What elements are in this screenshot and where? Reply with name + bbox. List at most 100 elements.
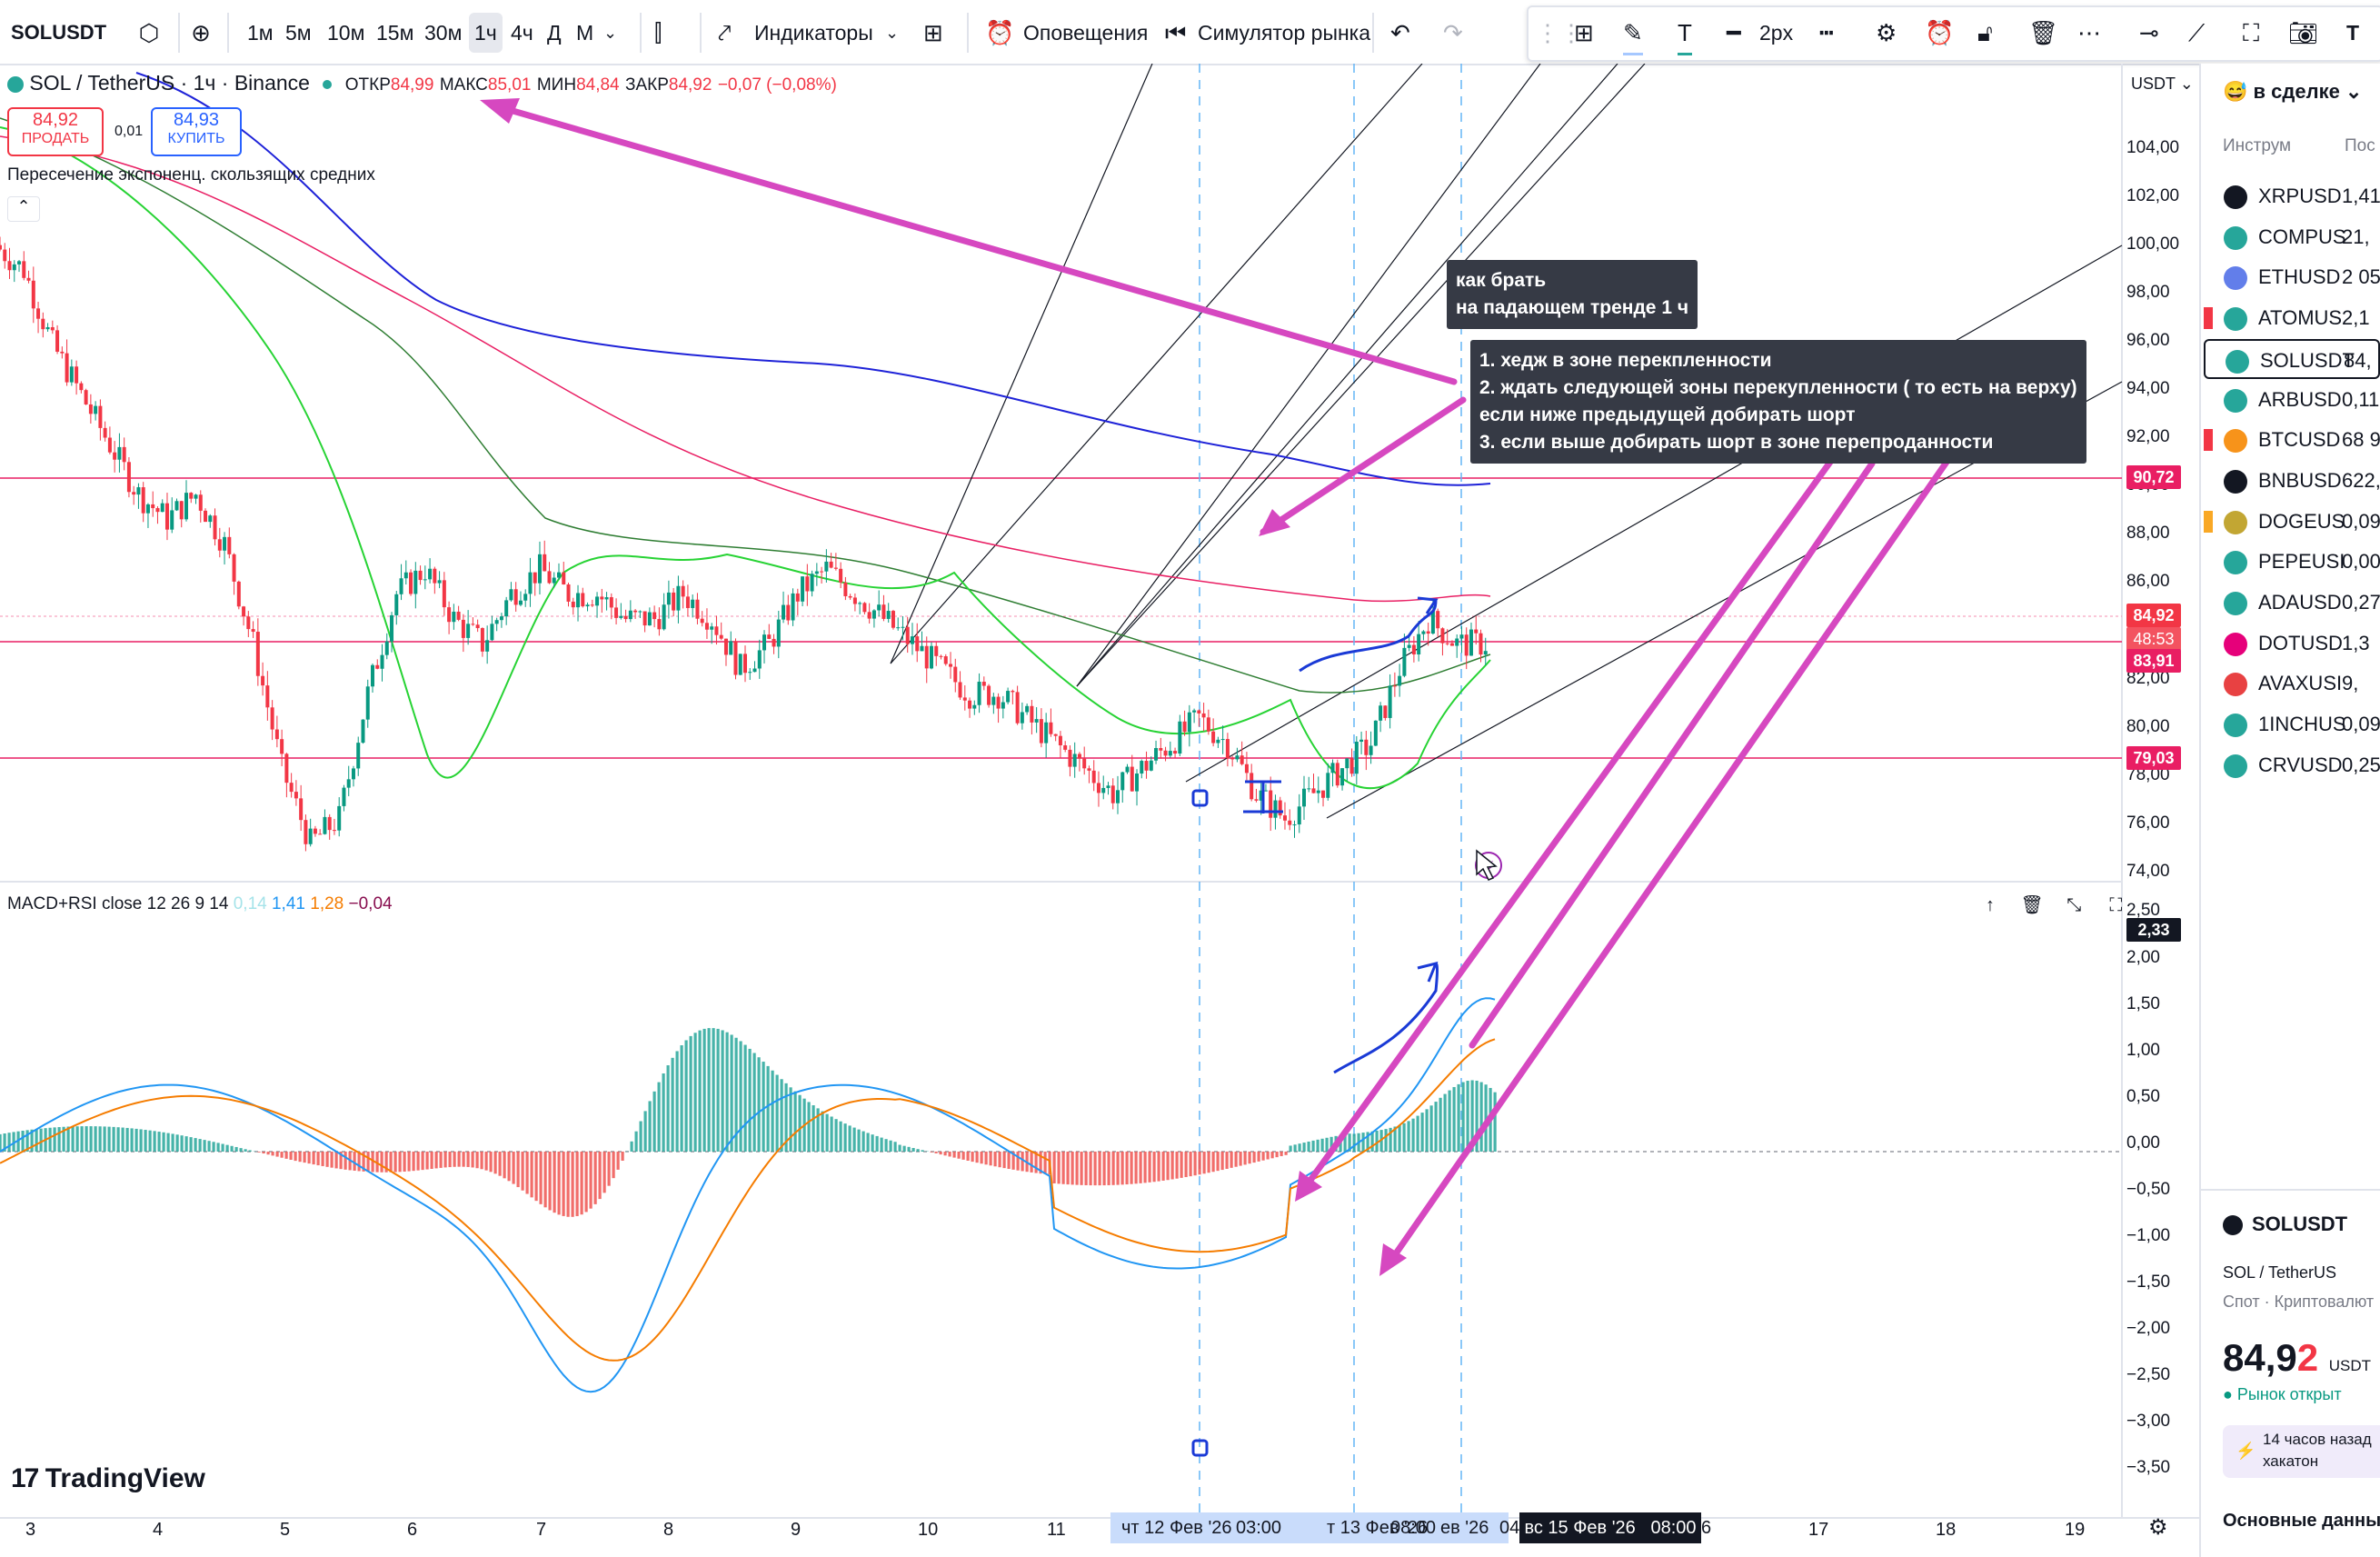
alert-clock-icon[interactable]: ⏰	[985, 19, 1015, 46]
time-tick: 11	[1047, 1520, 1066, 1540]
replay-icon[interactable]: ⏮	[1165, 19, 1187, 46]
details-status: ● Рынок открыт	[2223, 1385, 2342, 1403]
candles-icon[interactable]: ⫿	[654, 19, 662, 46]
indicator-legend[interactable]: Пересечение экспоненц. скользящих средни…	[7, 165, 375, 185]
candle-body	[623, 615, 628, 620]
alerts-button[interactable]: Оповещения	[1023, 21, 1149, 45]
ohlc-open-value: 84,99	[390, 75, 434, 95]
collapse-pane-icon[interactable]: ⤡	[2066, 895, 2082, 915]
indicators-icon[interactable]: ⤤	[718, 19, 732, 46]
interval-4h[interactable]: 4ч	[511, 21, 533, 45]
watchlist-row[interactable]: XRPUSD 1,41	[2204, 176, 2380, 216]
watchlist-row[interactable]: CRVUSD 0,25	[2204, 745, 2380, 785]
details-section-title[interactable]: Основные данные	[2223, 1511, 2380, 1531]
alarm-icon[interactable]: ⏰	[1925, 19, 1955, 46]
macd-bar	[466, 1152, 470, 1167]
line-style-icon[interactable]: ━	[1727, 19, 1741, 46]
details-symbol[interactable]: SOLUSDT	[2223, 1213, 2347, 1236]
lock-icon[interactable]: 🔓︎	[1977, 19, 1993, 46]
interval-10m[interactable]: 10м	[327, 21, 365, 45]
chevron-down-icon[interactable]: ⌄	[603, 24, 618, 42]
chart-canvas[interactable]: ⚡	[0, 64, 2199, 1557]
flag-icon[interactable]	[2204, 307, 2213, 330]
watchlist-row[interactable]: ARBUSD 0,11	[2204, 380, 2380, 420]
macd-bar	[521, 1152, 524, 1191]
macd-legend[interactable]: MACD+RSI close 12 26 9 14 0,14 1,41 1,28…	[7, 894, 393, 914]
drag-handle-icon[interactable]: ⋮⋮	[1536, 19, 1583, 46]
more-icon[interactable]: ⋯	[2077, 19, 2101, 46]
ema-50-line[interactable]	[0, 117, 1491, 694]
ema-20-line[interactable]	[0, 126, 1491, 790]
candles[interactable]	[0, 236, 1488, 852]
trendline-icon[interactable]: ⟋	[2188, 19, 2206, 46]
sell-button[interactable]: 84,92 ПРОДАТЬ	[7, 107, 104, 156]
candle-body	[833, 567, 838, 569]
interval-1h[interactable]: 1ч	[469, 13, 503, 53]
watchlist-row[interactable]: ADAUSD 0,27	[2204, 583, 2380, 623]
delete-pane-icon[interactable]: 🗑︎	[2020, 895, 2044, 915]
time-tick: 10	[918, 1520, 939, 1540]
camera-icon[interactable]: 📷︎	[2288, 19, 2319, 46]
legend-title[interactable]: SOL / TetherUS · 1ч · Binance	[29, 71, 310, 95]
ema-200-line[interactable]	[0, 135, 1491, 603]
interval-m[interactable]: М	[576, 21, 594, 45]
maximize-pane-icon[interactable]: ⛶	[2109, 895, 2123, 915]
more-tab[interactable]: Т	[2346, 21, 2360, 45]
move-up-icon[interactable]: ↑	[1986, 895, 1995, 915]
watchlist-column-position[interactable]: Пос	[2345, 136, 2375, 155]
collapse-legend-button[interactable]: ⌃	[7, 196, 40, 222]
interval-1m[interactable]: 1м	[247, 21, 274, 45]
fan-lines[interactable]	[890, 64, 2123, 819]
trash-icon[interactable]: 🗑︎	[2028, 19, 2059, 46]
add-symbol-icon[interactable]: ⊕	[191, 19, 211, 46]
annotation-rules[interactable]: 1. хедж в зоне перекпленности 2. ждать с…	[1470, 340, 2086, 464]
settings-icon[interactable]: ⚙	[2148, 1515, 2168, 1540]
redo-icon[interactable]: ↷	[1443, 19, 1463, 46]
details-news-card[interactable]: ⚡ 14 часов назад хакатон	[2223, 1425, 2380, 1478]
line-width-button[interactable]: 2px	[1759, 21, 1794, 45]
settings-icon[interactable]: ⚙	[1876, 19, 1897, 46]
candle-body	[1187, 712, 1191, 733]
watchlist-row[interactable]: DOTUSD 1,3	[2204, 624, 2380, 664]
currency-selector[interactable]: USDT ⌄	[2131, 75, 2194, 93]
interval-15m[interactable]: 15м	[376, 21, 414, 45]
interval-5m[interactable]: 5м	[285, 21, 312, 45]
dashed-line-icon[interactable]: ┅	[1819, 19, 1834, 46]
indicators-button[interactable]: Индикаторы	[754, 21, 873, 45]
watchlist-symbol: DOGEUS	[2258, 509, 2345, 533]
flag-icon[interactable]	[2204, 429, 2213, 452]
chevron-down-icon[interactable]: ⌄	[885, 24, 900, 42]
diamond-icon[interactable]: ⬡	[138, 19, 160, 46]
watchlist-row[interactable]: SOLUSDT 84,	[2204, 338, 2380, 379]
macd-bar	[607, 1152, 611, 1186]
annotation-how-to[interactable]: как брать на падающем тренде 1 ч	[1447, 260, 1698, 329]
watchlist-header[interactable]: 😅 в сделке ⌄	[2223, 80, 2363, 103]
tradingview-logo[interactable]: 17 TradingView	[11, 1463, 205, 1494]
interval-30m[interactable]: 30м	[424, 21, 463, 45]
watchlist-row[interactable]: AVAXUSI 9,	[2204, 664, 2380, 704]
symbol-search[interactable]: SOLUSDT	[11, 21, 107, 44]
ema-100-line[interactable]	[135, 72, 1491, 486]
fullscreen-icon[interactable]: ⛶	[2243, 19, 2260, 46]
candle-body	[757, 650, 762, 669]
watchlist-row[interactable]: 1INCHUS 0,09	[2204, 704, 2380, 744]
undo-icon[interactable]: ↶	[1390, 19, 1410, 46]
watchlist-column-symbol[interactable]: Инструм	[2223, 136, 2292, 155]
interval-d[interactable]: Д	[547, 21, 562, 45]
watchlist-row[interactable]: BNBUSD 622,	[2204, 461, 2380, 501]
watchlist-row[interactable]: COMPUS 21,	[2204, 217, 2380, 257]
macd-bar	[448, 1152, 452, 1168]
flag-icon[interactable]	[2204, 510, 2213, 533]
layout-icon[interactable]: ⊞	[923, 19, 943, 46]
template-icon[interactable]: ⊞	[1574, 19, 1594, 46]
horizontal-line-icon[interactable]: ⊸	[2139, 19, 2159, 46]
pen-color-icon[interactable]: ✎	[1623, 13, 1643, 55]
simulator-button[interactable]: Симулятор рынка	[1198, 21, 1371, 45]
watchlist-row[interactable]: ATOMUS 2,1	[2204, 298, 2380, 338]
buy-button[interactable]: 84,93 КУПИТЬ	[151, 107, 242, 156]
text-color-icon[interactable]: T	[1678, 13, 1692, 55]
